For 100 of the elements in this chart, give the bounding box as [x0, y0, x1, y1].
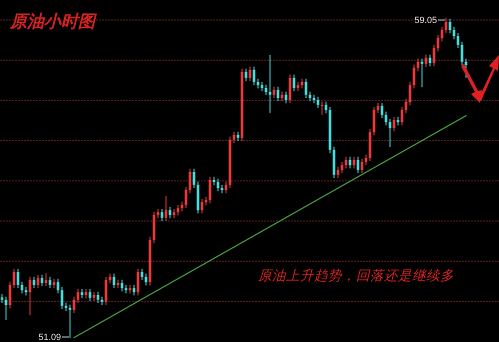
candlestick — [84, 288, 88, 299]
candlestick — [308, 91, 312, 102]
candlestick — [176, 204, 180, 216]
candlestick — [268, 54, 272, 114]
candlestick — [428, 54, 432, 67]
candlestick — [420, 58, 424, 88]
candlestick — [448, 18, 452, 34]
candlestick — [232, 131, 236, 144]
candlestick — [156, 208, 160, 219]
candlestick — [392, 116, 396, 132]
candlestick — [16, 268, 20, 289]
candlestick — [408, 81, 412, 106]
candlestick — [280, 91, 284, 102]
candlestick — [400, 106, 404, 126]
candlestick — [60, 286, 64, 310]
candlestick — [380, 102, 384, 119]
candlestick — [432, 44, 436, 67]
candlestick — [352, 156, 356, 169]
candlestick — [172, 208, 176, 219]
candlestick — [388, 118, 392, 148]
candlestick — [28, 276, 32, 316]
candlestick — [104, 276, 108, 306]
candlestick — [316, 96, 320, 109]
candlestick — [460, 41, 464, 66]
chart-title: 原油小时图 — [9, 12, 97, 32]
candlestick — [236, 131, 240, 142]
candlestick — [360, 158, 364, 174]
candlestick — [96, 291, 100, 304]
candlestick — [372, 106, 376, 136]
candlestick — [108, 273, 112, 284]
candlestick — [412, 64, 416, 89]
candlestick — [112, 273, 116, 289]
candlestick — [8, 281, 12, 309]
candlestick — [188, 168, 192, 194]
candlestick — [348, 156, 352, 169]
candlestick — [248, 66, 252, 82]
candlestick — [72, 296, 76, 314]
candlestick — [132, 284, 136, 296]
candlestick — [44, 272, 48, 287]
candlestick — [184, 186, 188, 209]
candlestick — [92, 291, 96, 302]
candlestick — [288, 74, 292, 104]
candlestick — [224, 181, 228, 194]
candlestick — [300, 78, 304, 89]
annotation: 51.09 — [38, 332, 61, 342]
candlestick — [88, 288, 92, 302]
candlestick — [272, 86, 276, 98]
candlestick — [284, 91, 288, 104]
candlestick — [244, 68, 248, 82]
candlestick — [324, 101, 328, 114]
candlestick — [200, 198, 204, 214]
candlestick — [144, 273, 148, 286]
candlestick — [20, 281, 24, 294]
candlestick — [404, 98, 408, 114]
annotation: 原油上升趋势，回落还是继续多 — [258, 268, 454, 284]
candlestick — [292, 74, 296, 92]
candlestick — [260, 81, 264, 92]
candlestick — [160, 208, 164, 222]
candlestick — [168, 206, 172, 219]
candlestick — [12, 268, 16, 289]
candlestick — [4, 296, 8, 320]
candlestick — [180, 201, 184, 212]
candlestick — [384, 111, 388, 126]
candlestick — [340, 161, 344, 174]
candlestick — [336, 166, 340, 178]
candlestick — [164, 196, 168, 222]
candlestick — [68, 304, 72, 338]
candlestick — [444, 18, 448, 34]
candlestick — [76, 288, 80, 304]
candlestick — [140, 268, 144, 281]
annotation: 59.05 — [414, 15, 437, 26]
candlestick — [436, 34, 440, 52]
candlestick — [304, 78, 308, 98]
candlestick — [120, 279, 124, 292]
candlestick — [192, 168, 196, 189]
candlestick — [344, 156, 348, 169]
candlestick — [416, 58, 420, 72]
candlestick — [36, 274, 40, 289]
candlestick — [356, 156, 360, 174]
candlestick — [376, 102, 380, 114]
candlestick — [424, 54, 428, 68]
candlestick — [56, 278, 60, 294]
candlestick — [40, 274, 44, 287]
candlestick — [256, 78, 260, 89]
candlestick — [296, 81, 300, 92]
candlestick — [208, 176, 212, 204]
candlestick — [52, 278, 56, 289]
candlestick — [32, 276, 36, 289]
candlestick — [252, 66, 256, 86]
candlestick — [80, 288, 84, 299]
candlestick — [216, 178, 220, 192]
candlestick — [452, 26, 456, 40]
candlestick — [320, 101, 324, 116]
candlestick — [364, 154, 368, 166]
candlestick — [136, 268, 140, 296]
candlestick — [276, 86, 280, 102]
candlestick — [48, 276, 52, 289]
candlestick — [456, 32, 460, 49]
candlestick — [440, 26, 444, 42]
candlestick — [264, 84, 268, 96]
